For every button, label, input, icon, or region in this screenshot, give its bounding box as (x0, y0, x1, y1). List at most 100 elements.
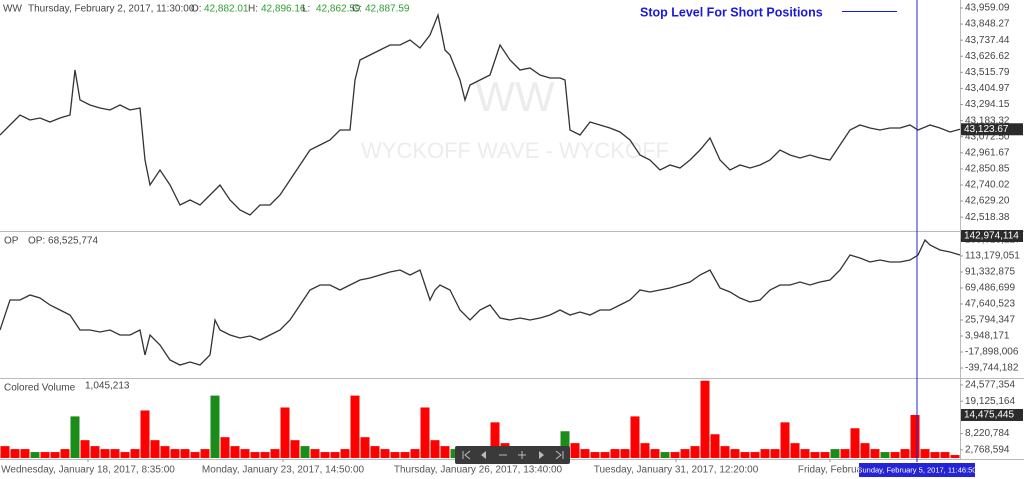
volume-bar (240, 449, 250, 458)
volume-bar (840, 449, 850, 458)
y-tick-label: 3,948,171 (965, 331, 1010, 342)
volume-bar (640, 443, 650, 458)
volume-bar (90, 446, 100, 458)
volume-bar (920, 449, 930, 458)
volume-bar (930, 452, 940, 458)
y-tick-label: 43,959.09 (965, 3, 1010, 14)
volume-bar (660, 452, 670, 458)
volume-bar (710, 434, 720, 458)
volume-bar (650, 449, 660, 458)
y-tick-label: 43,072.50 (965, 131, 1010, 142)
current-value-label: 14,475,445 (964, 410, 1014, 421)
x-tick-label: Wednesday, January 18, 2017, 8:35:00 (1, 465, 175, 476)
volume-bar (820, 452, 830, 458)
y-tick-label: 25,794,347 (965, 315, 1015, 326)
ohlc-value: 42,882.01 (204, 4, 249, 15)
volume-bar (410, 449, 420, 458)
volume-bar (490, 422, 500, 458)
y-tick-label: 113,179,051 (965, 251, 1020, 262)
navigation-bar[interactable] (455, 446, 570, 464)
nav-first[interactable] (462, 450, 471, 460)
volume-bar (400, 452, 410, 458)
y-tick-label: 43,183.32 (965, 115, 1010, 126)
volume-bar (390, 452, 400, 458)
volume-bar (440, 446, 450, 458)
y-tick-label: 43,294.15 (965, 99, 1010, 110)
pane-title: OP (4, 236, 19, 247)
volume-bar (800, 449, 810, 458)
nav-back[interactable] (481, 451, 486, 459)
volume-bar (40, 452, 50, 458)
volume-bar (60, 449, 70, 458)
volume-bar (170, 449, 180, 458)
volume-bar (230, 446, 240, 458)
cursor-time: Thursday, February 2, 2017, 11:30:00 (28, 4, 195, 15)
volume-bar (880, 452, 890, 458)
cursor-label: OP: 68,525,774 (28, 236, 98, 247)
volume-bar (700, 380, 710, 458)
volume-bar (200, 449, 210, 458)
pane-title: Colored Volume (4, 383, 76, 394)
volume-bar (290, 440, 300, 458)
ohlc-label: L: (302, 4, 310, 15)
symbol: WW (3, 4, 22, 15)
volume-bar (130, 449, 140, 458)
volume-bar (760, 449, 770, 458)
volume-bar (950, 455, 960, 458)
volume-bar (670, 452, 680, 458)
volume-bar (120, 452, 130, 458)
volume-bar (910, 414, 920, 458)
volume-bar (220, 437, 230, 458)
volume-bar (160, 446, 170, 458)
annotation: Stop Level For Short Positions (640, 5, 823, 19)
y-tick-label: 42,518.38 (965, 212, 1010, 223)
volume-bar (100, 449, 110, 458)
volume-bar (260, 452, 270, 458)
nav-last[interactable] (555, 450, 564, 460)
y-tick-label: 91,332,875 (965, 267, 1015, 278)
volume-bar (730, 449, 740, 458)
y-tick-label: 42,961.67 (965, 147, 1010, 158)
y-tick-label: 43,737.44 (965, 35, 1010, 46)
volume-bar (780, 422, 790, 458)
watermark: WW (475, 73, 555, 120)
crosshair-label: Sunday, February 5, 2017, 11:46:50 (858, 465, 977, 474)
watermark: WYCKOFF WAVE - WYCKOFF (361, 138, 669, 163)
y-tick-label: 43,848.27 (965, 19, 1010, 30)
volume-bar (350, 395, 360, 458)
volume-bar (150, 440, 160, 458)
nav-forward[interactable] (539, 451, 544, 459)
current-value-box (961, 408, 1023, 421)
volume-bar (620, 449, 630, 458)
current-value-box (961, 123, 1023, 136)
volume-bar (900, 449, 910, 458)
volume-bar (20, 449, 30, 458)
price-line (0, 12, 961, 216)
y-tick-label: 24,577,354 (965, 380, 1015, 391)
volume-bar (300, 446, 310, 458)
volume-bar (560, 431, 570, 458)
volume-bar (740, 452, 750, 458)
volume-bar (830, 449, 840, 458)
volume-bar (340, 449, 350, 458)
volume-bar (610, 449, 620, 458)
ohlc-value: 42,887.59 (365, 4, 410, 15)
y-tick-label: 42,629.20 (965, 196, 1010, 207)
volume-bar (330, 452, 340, 458)
y-tick-label: 42,740.02 (965, 180, 1010, 191)
volume-bar (600, 452, 610, 458)
volume-bar (580, 449, 590, 458)
volume-bar (370, 446, 380, 458)
volume-bar (140, 410, 150, 458)
nav-zoom-in[interactable] (518, 451, 526, 459)
y-tick-label: 47,640,523 (965, 299, 1015, 310)
volume-bar (870, 449, 880, 458)
ohlc-value: 42,862.59 (316, 4, 361, 15)
volume-bar (10, 449, 20, 458)
y-tick-label: 19,125,164 (965, 396, 1015, 407)
y-tick-label: 42,850.85 (965, 164, 1010, 175)
volume-bar (280, 407, 290, 458)
volume-bar (70, 416, 80, 458)
volume-bar (590, 452, 600, 458)
y-tick-label: -17,898,006 (965, 347, 1019, 358)
